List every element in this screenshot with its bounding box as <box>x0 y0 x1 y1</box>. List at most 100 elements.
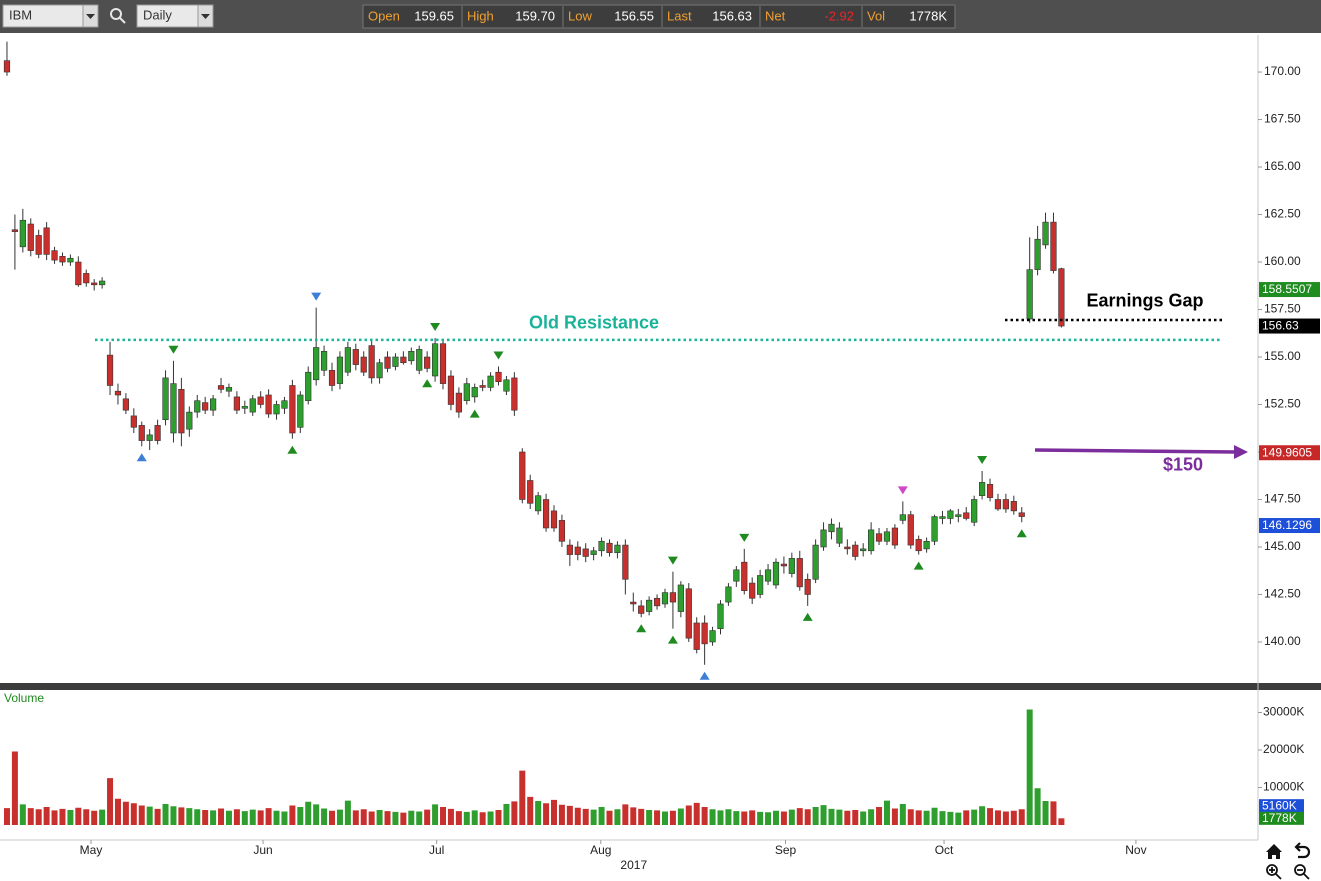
candle-body <box>194 400 201 413</box>
candle-body <box>3 60 11 73</box>
zoom-in-button[interactable] <box>1266 864 1282 880</box>
volume-bar <box>107 778 114 825</box>
volume-bar <box>630 807 637 825</box>
volume-bar <box>138 805 145 825</box>
candle-body <box>154 425 161 441</box>
volume-bar <box>939 811 946 825</box>
volume-bar <box>661 811 668 825</box>
candle-body <box>122 398 129 411</box>
home-button[interactable] <box>1266 844 1282 859</box>
axis-marker-label: 149.9605 <box>1262 445 1312 459</box>
pivot-marker <box>667 635 678 644</box>
volume-bar <box>947 811 954 825</box>
quote-value: 159.70 <box>515 8 555 23</box>
pivot-marker <box>469 409 480 418</box>
y-tick-label: 165.00 <box>1264 159 1301 173</box>
volume-bar <box>249 809 256 825</box>
volume-bar <box>590 809 597 825</box>
candle-body <box>622 544 629 580</box>
candle-body <box>1050 221 1057 271</box>
volume-bar <box>931 807 938 825</box>
volume-bar <box>432 804 439 825</box>
volume-bar <box>186 808 193 825</box>
volume-bar <box>194 809 201 825</box>
volume-bar <box>495 810 502 825</box>
pivot-marker <box>430 323 441 332</box>
volume-bar <box>218 808 225 825</box>
search-icon[interactable] <box>110 8 126 24</box>
volume-bar <box>844 810 851 825</box>
y-tick-label: 142.50 <box>1264 587 1301 601</box>
quote-label: Last <box>667 8 692 23</box>
candle-body <box>487 375 494 388</box>
volume-bar <box>860 811 867 825</box>
candle-body <box>1002 499 1009 510</box>
candle-body <box>392 356 399 367</box>
pivot-marker <box>168 345 179 354</box>
candle-body <box>249 398 256 413</box>
pane-separator <box>0 683 1321 690</box>
candle-body <box>67 257 74 263</box>
volume-bar <box>91 810 98 825</box>
candle-body <box>1042 221 1049 246</box>
candle-body <box>400 356 407 364</box>
x-tick-label: May <box>80 843 103 857</box>
candle-body <box>931 516 938 542</box>
volume-bar <box>1002 811 1009 825</box>
y-tick-label: 167.50 <box>1264 112 1301 126</box>
candle-body <box>424 356 431 369</box>
candle-body <box>550 510 558 529</box>
volume-bar <box>27 808 34 825</box>
candle-body <box>963 512 970 519</box>
volume-bar <box>796 808 803 825</box>
volume-bar <box>424 809 431 825</box>
candle-body <box>899 514 906 521</box>
quote-label: Vol <box>867 8 885 23</box>
volume-bar <box>281 811 288 825</box>
volume-bar <box>622 804 629 825</box>
volume-bar <box>479 812 486 825</box>
volume-bar <box>1026 709 1033 825</box>
undo-button[interactable] <box>1294 842 1311 859</box>
volume-bar <box>225 810 232 825</box>
volume-bar <box>59 808 66 825</box>
pivot-marker <box>636 624 647 633</box>
candle-body <box>75 261 82 286</box>
axis-marker <box>1259 445 1320 461</box>
volume-bar <box>67 810 74 825</box>
candle-body <box>146 434 153 441</box>
candle-body <box>210 398 217 411</box>
x-tick-label: Sep <box>775 843 797 857</box>
y-tick-label: 145.00 <box>1264 539 1301 553</box>
candle-body <box>479 385 486 388</box>
candle-body <box>646 599 653 612</box>
volume-bar <box>1050 801 1057 825</box>
candle-body <box>590 550 597 555</box>
volume-bar <box>654 810 661 825</box>
axis-marker-label: 146.1296 <box>1262 518 1312 532</box>
candle-body <box>106 354 114 386</box>
volume-bar <box>154 808 161 825</box>
candle-body <box>162 377 169 420</box>
candle-body <box>883 531 891 542</box>
volume-bar <box>820 805 827 825</box>
arrow-head <box>1234 444 1248 459</box>
candle-body <box>1010 501 1017 512</box>
candle-body <box>979 482 986 496</box>
candle-body <box>527 480 534 504</box>
volume-bar <box>876 807 883 825</box>
annotation-text: Old Resistance <box>529 313 659 333</box>
volume-bar <box>376 810 383 825</box>
pivot-marker <box>802 612 813 621</box>
volume-bar <box>899 804 906 825</box>
volume-bar <box>780 811 787 825</box>
zoom-out-button[interactable] <box>1294 864 1310 880</box>
pivot-marker <box>136 453 147 462</box>
candle-body <box>955 514 962 517</box>
candle-body <box>638 605 645 614</box>
candle-body <box>661 592 669 605</box>
volume-bar <box>83 809 90 825</box>
volume-bar <box>1058 818 1065 825</box>
pivot-marker <box>667 556 678 565</box>
